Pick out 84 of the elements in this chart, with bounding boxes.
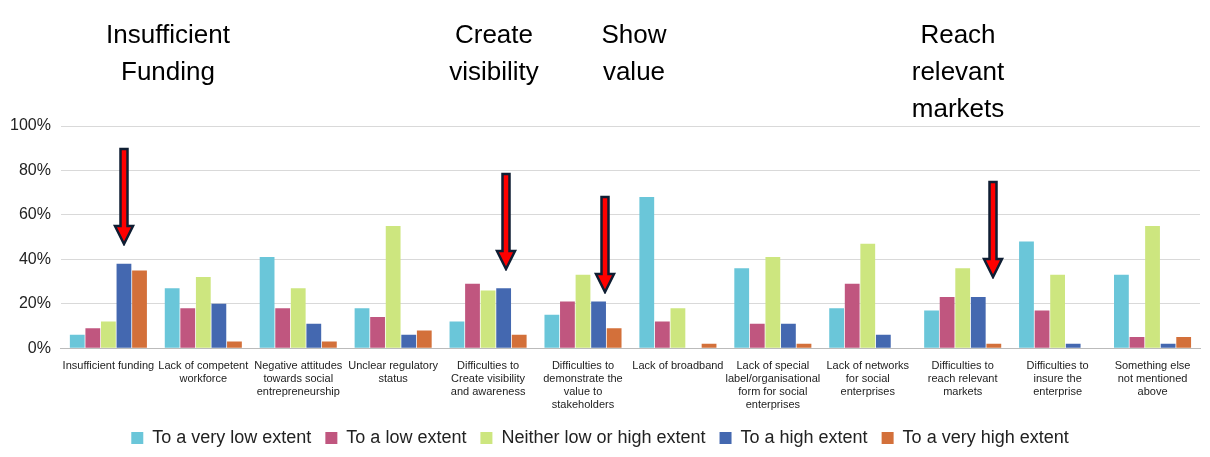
bar	[1050, 274, 1066, 348]
bar	[544, 314, 560, 348]
text: Insufficient Funding	[106, 18, 230, 88]
x-tick-label: Difficulties to insure the enterprise	[1026, 358, 1089, 398]
bar	[670, 308, 686, 348]
bar	[1065, 343, 1081, 348]
bar	[1129, 337, 1145, 348]
y-tick-label: 60%	[18, 205, 51, 223]
text: Create visibility	[449, 18, 539, 88]
bar	[85, 328, 101, 348]
bar	[370, 317, 385, 348]
bar	[575, 274, 591, 348]
bar	[354, 308, 370, 348]
y-tick-label: 100%	[10, 116, 51, 134]
bar	[560, 301, 575, 348]
y-tick-label: 40%	[18, 249, 51, 267]
bar	[321, 341, 337, 348]
bar	[480, 290, 496, 348]
bar	[606, 328, 622, 348]
bar	[1176, 337, 1192, 348]
bar	[306, 323, 322, 348]
bar	[829, 308, 845, 348]
bar	[227, 341, 242, 348]
bar	[259, 257, 275, 348]
bar	[100, 321, 116, 348]
x-tick-label: Lack of broadband	[632, 358, 724, 371]
bar	[1114, 274, 1129, 348]
bar	[749, 323, 765, 348]
y-tick-label: 20%	[18, 294, 51, 312]
bar	[496, 288, 512, 348]
bar	[654, 321, 670, 348]
x-tick-label: Lack of networks for social enterprises	[826, 358, 910, 398]
bar	[416, 330, 432, 348]
bar	[511, 334, 527, 348]
bar	[939, 297, 955, 348]
bar	[465, 283, 480, 348]
bar	[796, 343, 812, 348]
bar	[875, 334, 891, 348]
x-tick-label: Something else not mentioned above	[1114, 358, 1191, 398]
legend-label: To a very low extent	[152, 426, 312, 447]
bar	[290, 288, 306, 348]
legend-label: Neither low or high extent	[501, 426, 706, 447]
bar	[211, 303, 227, 348]
bar	[639, 197, 655, 348]
bar	[69, 334, 85, 348]
bar	[924, 310, 939, 348]
text: Show value	[601, 18, 667, 88]
y-tick-label: 0%	[27, 338, 51, 356]
x-tick-label: Negative attitudes towards social entrepreneurship	[254, 358, 343, 398]
x-tick-label: Difficulties to demonstrate the value to stakeholders	[543, 358, 623, 411]
x-tick-label: Lack of competent workforce	[158, 358, 249, 385]
x-tick-label: Difficulties to reach relevant markets	[927, 358, 998, 398]
bar	[860, 243, 876, 348]
bar	[275, 308, 291, 348]
bar	[1034, 310, 1050, 348]
x-tick-label: Difficulties to Create visibility and awareness	[450, 358, 526, 398]
bar	[1019, 241, 1034, 348]
bar	[701, 343, 717, 348]
bar	[116, 263, 132, 348]
legend-label: To a very high extent	[902, 426, 1069, 447]
bar	[781, 323, 796, 348]
bar	[164, 288, 180, 348]
bar	[970, 297, 986, 348]
bar	[385, 225, 401, 348]
bar	[844, 283, 860, 348]
bar	[401, 334, 417, 348]
bar	[132, 270, 147, 348]
bar	[1145, 225, 1160, 348]
bar	[734, 268, 750, 348]
bar	[449, 321, 465, 348]
y-tick-label: 80%	[18, 160, 51, 178]
x-tick-label: Lack of special label/organisational form for social enterprises	[725, 358, 821, 411]
bar	[765, 257, 781, 348]
bar	[955, 268, 971, 348]
legend-label: To a high extent	[740, 426, 868, 447]
text: Reach relevant markets	[911, 18, 1005, 125]
bar	[986, 343, 1002, 348]
bar	[591, 301, 606, 348]
x-tick-label: Insufficient funding	[62, 358, 155, 371]
x-tick-label: Unclear regulatory status	[348, 358, 439, 385]
bar	[180, 308, 196, 348]
bar	[1160, 343, 1176, 348]
bar	[195, 277, 211, 348]
legend-label: To a low extent	[346, 426, 467, 447]
